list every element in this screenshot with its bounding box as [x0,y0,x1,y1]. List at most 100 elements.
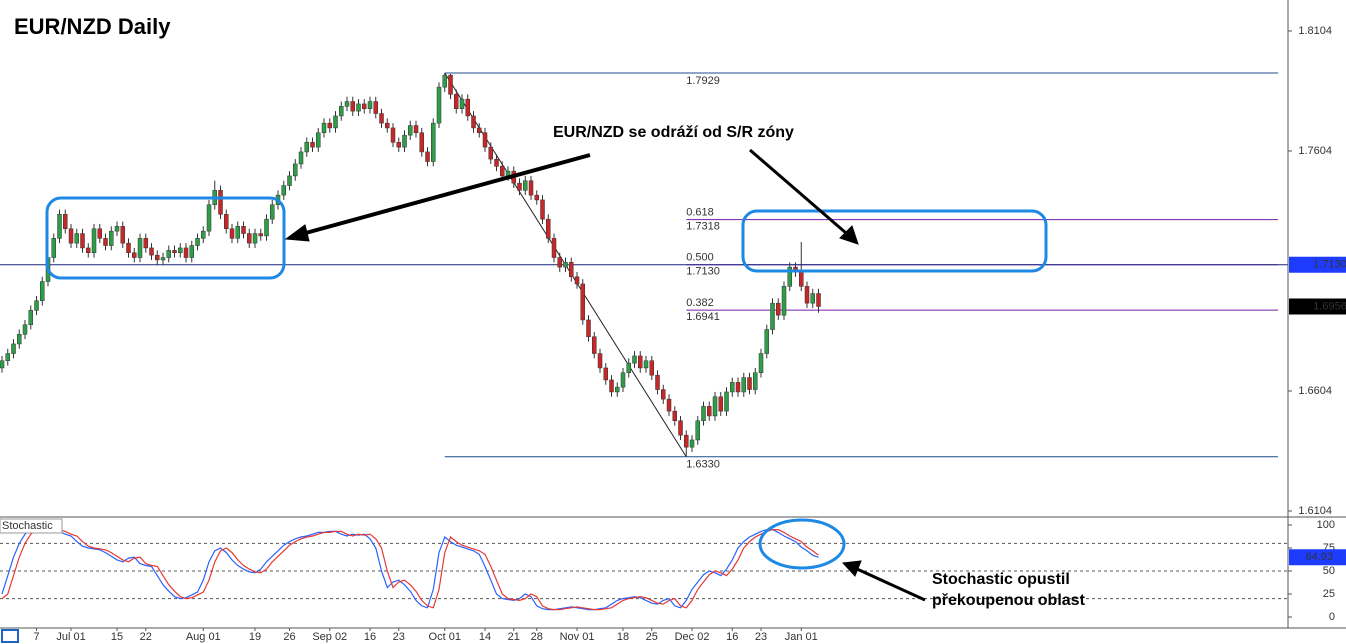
candle-body [316,132,321,148]
stoch-line [1,528,819,611]
candle-body [615,386,620,393]
zone-box [741,209,1048,273]
chart-title: EUR/NZD Daily [14,14,171,39]
candle-body [707,406,712,417]
candle-body [655,374,660,390]
fib-price: 1.7130 [686,266,720,278]
candle-body [0,360,5,369]
candle-body [580,283,586,321]
price-tag [1289,256,1346,273]
candle-body [569,262,574,277]
candle-body [385,122,390,129]
candle-body [563,262,568,268]
candle-body [712,396,718,417]
menu-icon[interactable] [1,629,19,643]
candle-body [120,226,126,244]
candle-body [172,250,177,253]
candle-body [51,238,57,258]
candle-body [189,245,195,258]
candle-body [816,293,821,307]
candle-body [103,238,108,246]
candle-body [367,101,373,109]
candle-body [419,132,425,153]
annotation: překoupenou oblast [932,592,1086,609]
annotation: Stochastic opustil [932,571,1070,588]
candle-body [454,94,459,109]
candle-body [40,281,45,301]
candle-body [339,106,344,117]
x-tick-label: 23 [755,631,767,643]
candle-body [546,218,551,239]
x-tick-label: Sep 02 [312,631,347,643]
candle-body [362,103,367,109]
x-tick-label: 16 [726,631,738,643]
candle-body [574,276,580,285]
candle-body [787,266,793,287]
candle-body [528,180,534,196]
candle-body [672,410,678,422]
candle-body [195,238,200,246]
candle-body [517,182,522,191]
fib-ratio: 0.382 [686,297,714,309]
candle-body [764,329,770,354]
candle-body [718,396,724,412]
candle-body [304,142,310,153]
candle-body [758,353,764,373]
candle-body [252,233,258,244]
candle-body [293,163,298,177]
candle-body [586,319,591,337]
candle-body [63,214,68,229]
candle-body [28,310,34,325]
candle-body [540,199,545,220]
x-tick-label: 16 [364,631,376,643]
x-tick-label: 14 [479,631,491,643]
plot-layer: 1.8104 1.7604 1.6604 1.6104 7 Jul 01 15 22 Aug 0… [0,25,1335,643]
candle-body [425,151,430,162]
candle-body [68,228,74,244]
candle-body [183,247,189,258]
stoch-line [1,528,819,611]
x-tick-label: 25 [646,631,658,643]
x-tick-label: Aug 01 [186,631,221,643]
candle-body [74,233,80,244]
price-tag-label: 1.6956 [1313,300,1346,312]
fib-price: 1.7929 [686,75,720,87]
fib-price: 1.6941 [686,311,720,323]
candle-body [5,353,11,361]
candle-body [402,134,407,148]
candle-body [620,372,626,388]
candle-body [661,389,666,400]
x-tick-label: Nov 01 [560,631,595,643]
x-tick-label: 19 [249,631,261,643]
candle-body [603,367,609,381]
candle-body [730,382,735,393]
candle-body [482,132,488,148]
arrows [284,148,926,602]
arrow-head [841,560,862,577]
candle-body [810,293,816,304]
x-tick-label: 28 [531,631,543,643]
x-tick-label: 18 [617,631,629,643]
candle-body [666,398,672,412]
x-tick-label: 15 [111,631,123,643]
candle-body [287,175,292,186]
candle-body [551,238,557,258]
candle-body [741,377,747,393]
candle-body [776,302,781,316]
stoch-tag-label: 64.93 [1305,551,1333,563]
candle-body [350,101,356,112]
candle-body [448,74,453,95]
candle-body [241,226,246,234]
candle-body [436,86,442,124]
candle-body [11,343,16,354]
candle-body [638,355,643,369]
price-tag-label: 1.7130 [1313,259,1346,271]
candle-body [500,166,505,177]
x-tick-label: 26 [283,631,295,643]
candle-body [57,214,62,239]
candle-body [534,194,540,201]
candle-body [132,252,137,258]
candle-body [258,233,264,237]
candle-body [649,360,655,376]
candle-body [229,228,235,239]
